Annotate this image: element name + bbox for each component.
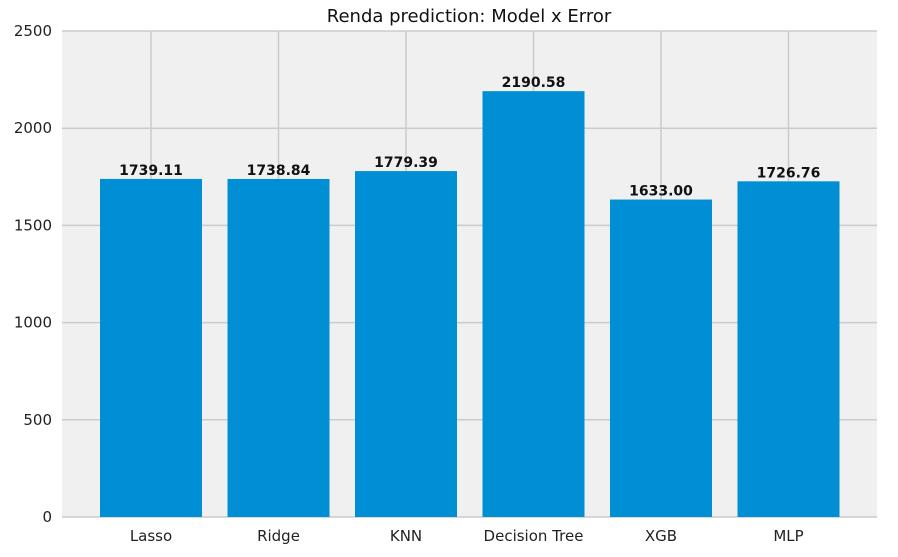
bar-value-label: 1739.11 — [119, 163, 183, 179]
x-tick-label: MLP — [773, 527, 803, 545]
bar-value-labels: 1739.11 1738.84 1779.39 2190.58 1633.00 1726.… — [119, 75, 820, 199]
bar-value-label: 1738.84 — [247, 163, 311, 179]
bar-mlp — [737, 181, 840, 517]
y-tick-label: 2000 — [14, 119, 52, 137]
y-tick-label: 2500 — [14, 22, 52, 40]
bar-value-label: 1726.76 — [757, 165, 821, 181]
x-tick-label: Decision Tree — [484, 527, 584, 545]
x-tick-label: XGB — [645, 527, 677, 545]
x-tick-label: Lasso — [130, 527, 172, 545]
x-tick-label: KNN — [390, 527, 422, 545]
bar-lasso — [100, 178, 202, 517]
bars — [100, 91, 840, 518]
x-tick-label: Ridge — [257, 527, 300, 545]
y-tick-label: 1000 — [14, 314, 52, 332]
bar-decision-tree — [482, 91, 585, 517]
x-axis-ticks: Lasso Ridge KNN Decision Tree XGB MLP — [130, 527, 804, 545]
bar-value-label: 1633.00 — [629, 184, 693, 200]
chart-title: Renda prediction: Model x Error — [327, 6, 612, 27]
y-tick-label: 1500 — [14, 216, 52, 234]
bar-value-label: 1779.39 — [374, 155, 438, 171]
y-tick-label: 500 — [23, 411, 52, 429]
y-axis-ticks: 0 500 1000 1500 2000 2500 — [14, 22, 52, 526]
y-tick-label: 0 — [42, 508, 52, 526]
bar-xgb — [610, 199, 712, 517]
bar-knn — [355, 171, 457, 517]
bar-value-label: 2190.58 — [502, 75, 566, 91]
bar-ridge — [227, 178, 330, 518]
